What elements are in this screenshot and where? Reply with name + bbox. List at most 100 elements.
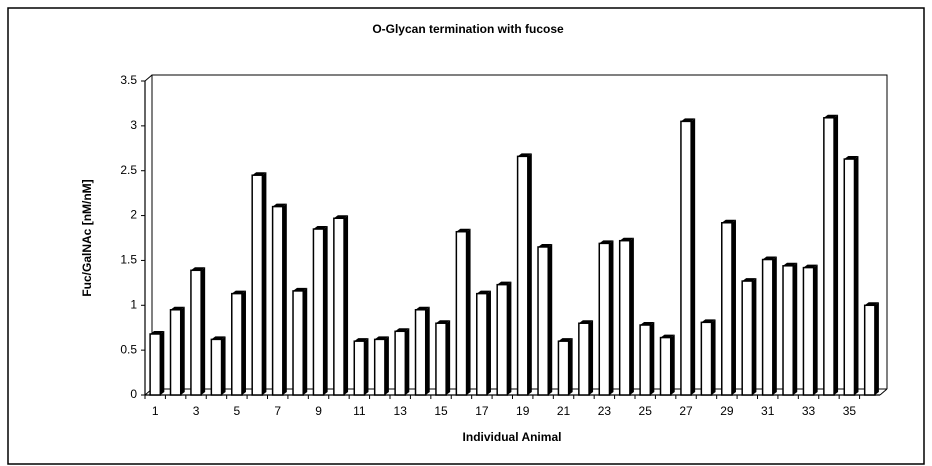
y-tick-label: 1 (130, 297, 137, 311)
bar-side (180, 306, 185, 395)
bar-side (344, 215, 349, 395)
x-tick-label: 11 (353, 404, 366, 418)
bar-top (211, 336, 226, 340)
bar-top (415, 306, 430, 310)
y-tick-label: 0.5 (120, 342, 137, 356)
bar-side (241, 290, 246, 395)
bar (414, 309, 427, 396)
bar (476, 292, 488, 396)
bar (863, 304, 876, 396)
wall-edge (144, 74, 153, 82)
bar (741, 280, 754, 396)
bar-side (303, 287, 308, 395)
bar (394, 330, 407, 396)
bar (149, 333, 162, 396)
x-tick-label: 33 (802, 404, 816, 418)
bar (537, 246, 549, 396)
bar (292, 290, 304, 396)
bar-side (711, 319, 716, 395)
x-tick-label: 31 (761, 404, 775, 418)
bar-side (446, 320, 451, 395)
bar (496, 283, 509, 396)
x-tick-label: 1 (152, 404, 159, 418)
bar-top (150, 330, 165, 334)
bar-side (691, 118, 696, 395)
bar-side (650, 322, 655, 395)
bar (271, 205, 284, 396)
bar-side (629, 237, 634, 395)
chart-title: O-Glycan termination with fucose (372, 22, 564, 36)
bar (353, 340, 366, 396)
bar-side (201, 267, 206, 395)
bar (190, 269, 202, 396)
bar-side (772, 256, 777, 395)
bar-side (160, 330, 165, 395)
bar (251, 174, 264, 396)
bar-side (466, 228, 471, 395)
bar-side (568, 338, 573, 395)
bar-side (589, 320, 594, 395)
bar-side (486, 290, 491, 395)
bar-side (384, 336, 389, 395)
bar (782, 265, 794, 396)
bar-side (425, 306, 430, 395)
bar-top (252, 172, 267, 176)
bar-top (701, 319, 716, 323)
bar (578, 322, 590, 396)
bar (231, 292, 243, 396)
bar-top (190, 267, 206, 271)
bar (312, 228, 325, 396)
x-tick-label: 19 (516, 404, 530, 418)
chart-frame (7, 7, 925, 465)
bar-top (864, 302, 879, 306)
bar (761, 258, 774, 396)
x-tick-label: 35 (843, 404, 857, 418)
bar-side (874, 302, 879, 395)
bar (823, 117, 835, 396)
x-tick-label: 15 (434, 404, 448, 418)
bar-top (170, 306, 185, 310)
bar-side (609, 240, 614, 395)
bar-side (670, 334, 675, 395)
y-tick-label: 1.5 (120, 253, 137, 267)
x-tick-label: 5 (234, 404, 241, 418)
bar (802, 266, 815, 396)
y-axis-title: Fuc/GalNAc [nM/nM] (80, 179, 94, 296)
bar (455, 230, 468, 396)
x-axis-title: Individual Animal (463, 430, 562, 444)
x-tick-label: 27 (679, 404, 693, 418)
bar-side (752, 278, 757, 395)
bar-side (507, 281, 512, 395)
bar-top (599, 240, 614, 244)
bar (210, 338, 223, 396)
x-tick-label: 7 (274, 404, 281, 418)
bar (721, 221, 733, 396)
bar (169, 309, 182, 396)
bar-side (527, 153, 532, 395)
x-tick-label: 9 (315, 404, 322, 418)
y-tick-label: 2 (130, 208, 137, 222)
x-tick-label: 17 (475, 404, 489, 418)
y-tick-label: 2.5 (120, 163, 137, 177)
bar-side (731, 219, 736, 395)
x-tick-label: 29 (720, 404, 734, 418)
y-tick-label: 0 (130, 387, 137, 401)
bar-top (374, 336, 389, 340)
bar (659, 336, 672, 396)
bar-side (834, 114, 839, 395)
y-tick-label: 3 (130, 118, 137, 132)
bar-side (854, 156, 859, 395)
bar-side (262, 172, 267, 395)
floor-edge (879, 388, 888, 396)
bar-side (364, 338, 369, 395)
bar (373, 338, 386, 396)
bar (598, 242, 611, 396)
bar-side (793, 262, 798, 395)
x-tick-label: 21 (557, 404, 571, 418)
bar-side (548, 243, 553, 395)
x-tick-label: 23 (598, 404, 612, 418)
bar-side (323, 226, 328, 395)
bar-top (680, 118, 696, 122)
x-tick-label: 3 (193, 404, 200, 418)
